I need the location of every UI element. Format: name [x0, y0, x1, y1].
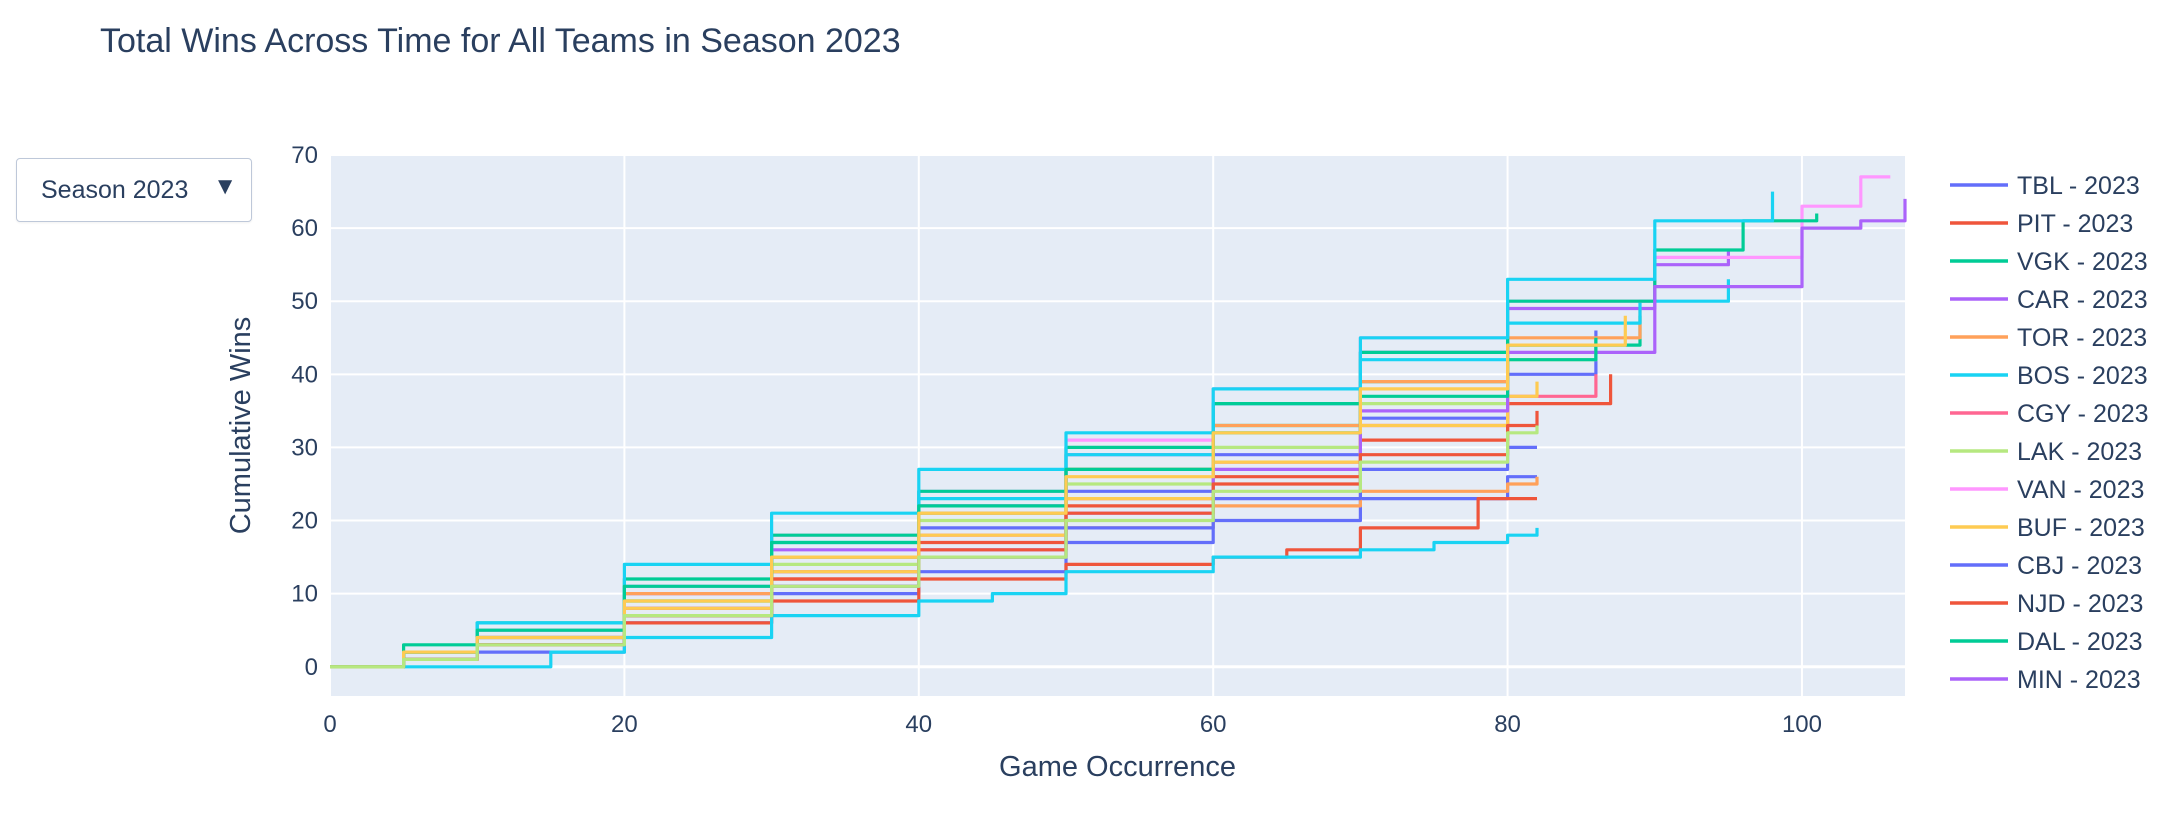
legend-label: CAR - 2023	[2017, 286, 2148, 314]
legend-label: BUF - 2023	[2017, 514, 2145, 542]
y-tick-label: 60	[291, 215, 318, 242]
y-tick-label: 10	[291, 581, 318, 608]
x-tick-label: 20	[611, 711, 638, 738]
legend-label: TOR - 2023	[2017, 324, 2147, 352]
legend-label: DAL - 2023	[2017, 628, 2143, 656]
plot-area	[330, 155, 1905, 696]
x-axis-ticks: 0 20 40 60 80 100	[323, 711, 1822, 738]
legend-label: BOS - 2023	[2017, 362, 2148, 390]
legend-label: CBJ - 2023	[2017, 552, 2142, 580]
series-line	[330, 527, 1539, 669]
season-dropdown-label: Season 2023	[41, 176, 189, 204]
legend-label: MIN - 2023	[2017, 666, 2141, 694]
season-dropdown[interactable]: Season 2023 ▼	[16, 158, 252, 222]
x-axis-title: Game Occurrence	[999, 751, 1236, 783]
legend-label: VAN - 2023	[2017, 476, 2144, 504]
x-tick-label: 40	[905, 711, 932, 738]
y-tick-label: 50	[291, 288, 318, 315]
y-axis-ticks: 0 10 20 30 40 50 60 70	[291, 142, 318, 681]
series-lines	[330, 175, 1907, 669]
y-tick-label: 70	[291, 142, 318, 169]
y-tick-label: 0	[305, 654, 318, 681]
series-line	[330, 425, 1539, 669]
x-tick-label: 80	[1494, 711, 1521, 738]
y-tick-label: 20	[291, 508, 318, 535]
x-tick-label: 100	[1782, 711, 1822, 738]
chart-title: Total Wins Across Time for All Teams in …	[100, 22, 901, 60]
legend: TBL - 2023 PIT - 2023 VGK - 2023 CAR - 2023…	[1950, 172, 2149, 694]
y-tick-label: 30	[291, 434, 318, 461]
triangle-down-icon: ▼	[213, 173, 237, 200]
x-tick-label: 0	[323, 711, 336, 738]
legend-label: LAK - 2023	[2017, 438, 2142, 466]
legend-label: VGK - 2023	[2017, 248, 2148, 276]
legend-label: NJD - 2023	[2017, 590, 2143, 618]
legend-label: TBL - 2023	[2017, 172, 2140, 200]
y-tick-label: 40	[291, 361, 318, 388]
x-tick-label: 60	[1200, 711, 1227, 738]
legend-label: PIT - 2023	[2017, 210, 2133, 238]
y-axis-title: Cumulative Wins	[225, 317, 257, 535]
legend-label: CGY - 2023	[2017, 400, 2149, 428]
